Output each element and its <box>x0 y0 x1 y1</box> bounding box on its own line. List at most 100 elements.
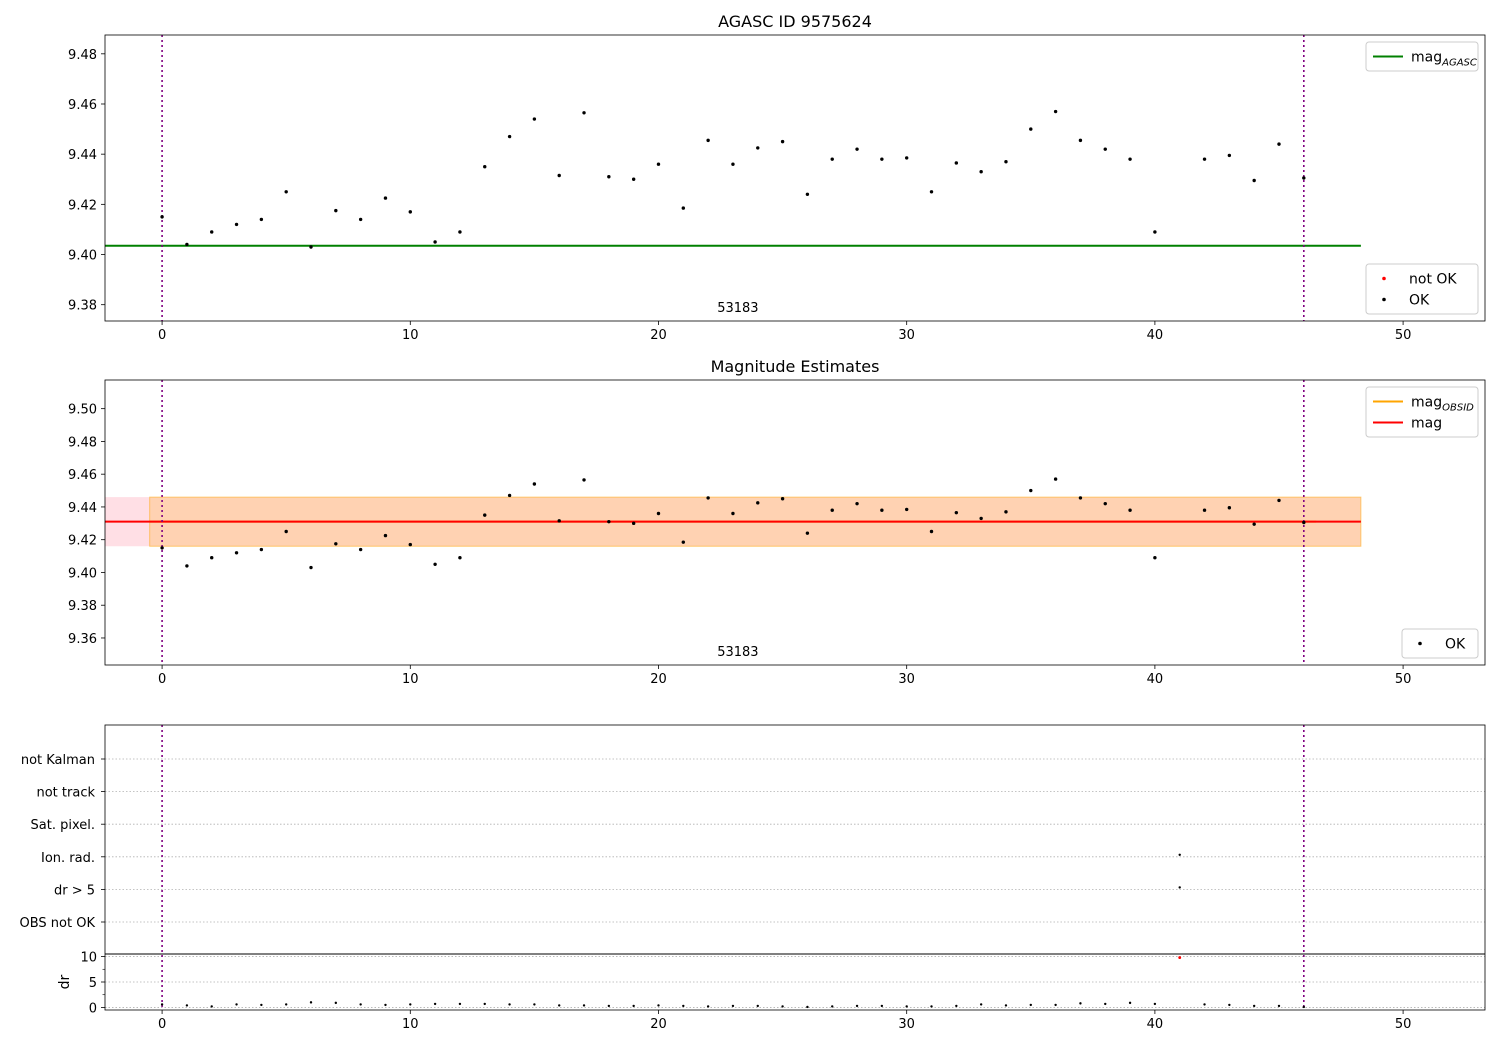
x-tick-label: 0 <box>158 672 166 687</box>
flag-category-label: Ion. rad. <box>41 851 95 866</box>
data-point <box>1053 109 1058 114</box>
data-point <box>1302 176 1306 180</box>
data-point <box>582 478 586 482</box>
dr-point <box>1029 1003 1032 1007</box>
data-point <box>483 165 487 169</box>
dr-point <box>855 1004 859 1008</box>
y-tick-label: 9.50 <box>68 403 97 418</box>
data-point <box>929 529 934 534</box>
data-point <box>284 190 288 194</box>
dr-point <box>955 1004 958 1008</box>
y-tick-label: 9.38 <box>68 599 97 614</box>
dr-point <box>706 1005 710 1008</box>
data-point <box>582 111 586 115</box>
data-point <box>1029 488 1033 493</box>
x-tick-label: 30 <box>898 1017 915 1032</box>
data-point <box>309 245 313 249</box>
axes-frame <box>104 379 1486 666</box>
data-point <box>1252 522 1256 526</box>
dr-point <box>1004 1004 1008 1007</box>
y-tick-label: 9.42 <box>68 534 97 549</box>
data-point <box>1277 498 1281 503</box>
dr-point <box>334 1001 338 1005</box>
data-point <box>210 230 214 234</box>
legend-label-text: OK <box>1445 637 1466 653</box>
data-point <box>780 497 785 501</box>
data-point <box>1004 510 1008 514</box>
y-tick-label: 9.38 <box>68 299 97 314</box>
data-point <box>408 210 412 214</box>
x-tick-label: 50 <box>1395 1017 1412 1032</box>
data-point <box>607 175 611 179</box>
legend-label-text: mag <box>1411 416 1442 432</box>
data-point <box>1202 157 1207 161</box>
legend-label: OK <box>1445 637 1466 653</box>
data-point <box>731 162 735 166</box>
dr-point <box>731 1004 735 1008</box>
data-point <box>929 190 934 194</box>
dr-point <box>533 1003 536 1006</box>
x-tick-label: 30 <box>898 328 915 343</box>
data-point <box>1227 153 1232 158</box>
dr-point <box>185 1004 189 1007</box>
dr-point <box>160 1003 164 1006</box>
y-tick-label: 9.48 <box>68 435 97 450</box>
data-point <box>830 157 834 161</box>
data-point <box>656 162 661 166</box>
flag-category-label: not track <box>36 786 95 801</box>
data-point <box>979 170 983 174</box>
dr-outlier-point <box>1178 956 1182 959</box>
data-point <box>954 161 959 165</box>
obsid-annotation: 53183 <box>717 301 758 316</box>
y-tick-label: 9.42 <box>68 198 97 213</box>
legend-label-text: mag <box>1411 50 1442 66</box>
x-tick-label: 10 <box>402 328 419 343</box>
data-point <box>805 531 810 535</box>
dr-point <box>1153 1002 1157 1006</box>
y-tick-label: 9.46 <box>68 468 97 483</box>
data-point <box>681 206 686 210</box>
data-point <box>1103 147 1107 151</box>
y-tick-label: 9.46 <box>68 98 97 113</box>
dr-point <box>235 1003 238 1006</box>
agasc-panel: 9.38 9.40 9.42 9.44 9.46 9.48 0 10 20 30 40 50 AGASC… <box>68 12 1486 343</box>
data-point <box>408 542 412 547</box>
data-point <box>532 117 537 121</box>
flag-point <box>1178 886 1181 889</box>
legend-label: magOBSID <box>1411 395 1474 414</box>
data-point <box>1252 178 1256 183</box>
data-point <box>979 516 983 521</box>
data-point <box>780 139 785 144</box>
data-point <box>185 242 189 247</box>
data-point <box>259 217 264 222</box>
dr-point <box>1277 1004 1281 1008</box>
dr-point <box>384 1003 387 1007</box>
x-tick-label: 50 <box>1395 672 1412 687</box>
y-tick-label: 9.40 <box>68 566 97 581</box>
chart-title: Magnitude Estimates <box>711 357 880 376</box>
legend-label: magAGASC <box>1411 50 1477 69</box>
data-point <box>160 215 164 219</box>
data-point <box>706 496 710 500</box>
data-point <box>1302 520 1306 525</box>
flag-category-label: not Kalman <box>21 753 95 768</box>
data-point <box>1153 556 1157 560</box>
flag-point <box>1178 853 1181 856</box>
dr-point <box>483 1002 486 1006</box>
obsid-annotation: 53183 <box>717 645 758 660</box>
data-point <box>756 501 760 505</box>
x-tick-label: 40 <box>1147 328 1164 343</box>
dr-point <box>1054 1003 1057 1007</box>
flags-panel: not Kalman not track Sat. pixel. Ion. rad. d… <box>20 724 1486 1032</box>
data-point <box>681 540 686 544</box>
data-point <box>234 222 239 227</box>
data-point <box>383 196 388 200</box>
dr-point <box>806 1005 809 1009</box>
legend-label-text: mag <box>1411 395 1442 411</box>
dr-point <box>433 1002 437 1006</box>
x-tick-label: 10 <box>402 1017 419 1032</box>
dr-point <box>1203 1003 1206 1006</box>
data-point <box>855 147 859 151</box>
chart-title: AGASC ID 9575624 <box>718 12 872 31</box>
dr-tick-label: 0 <box>89 1001 97 1016</box>
